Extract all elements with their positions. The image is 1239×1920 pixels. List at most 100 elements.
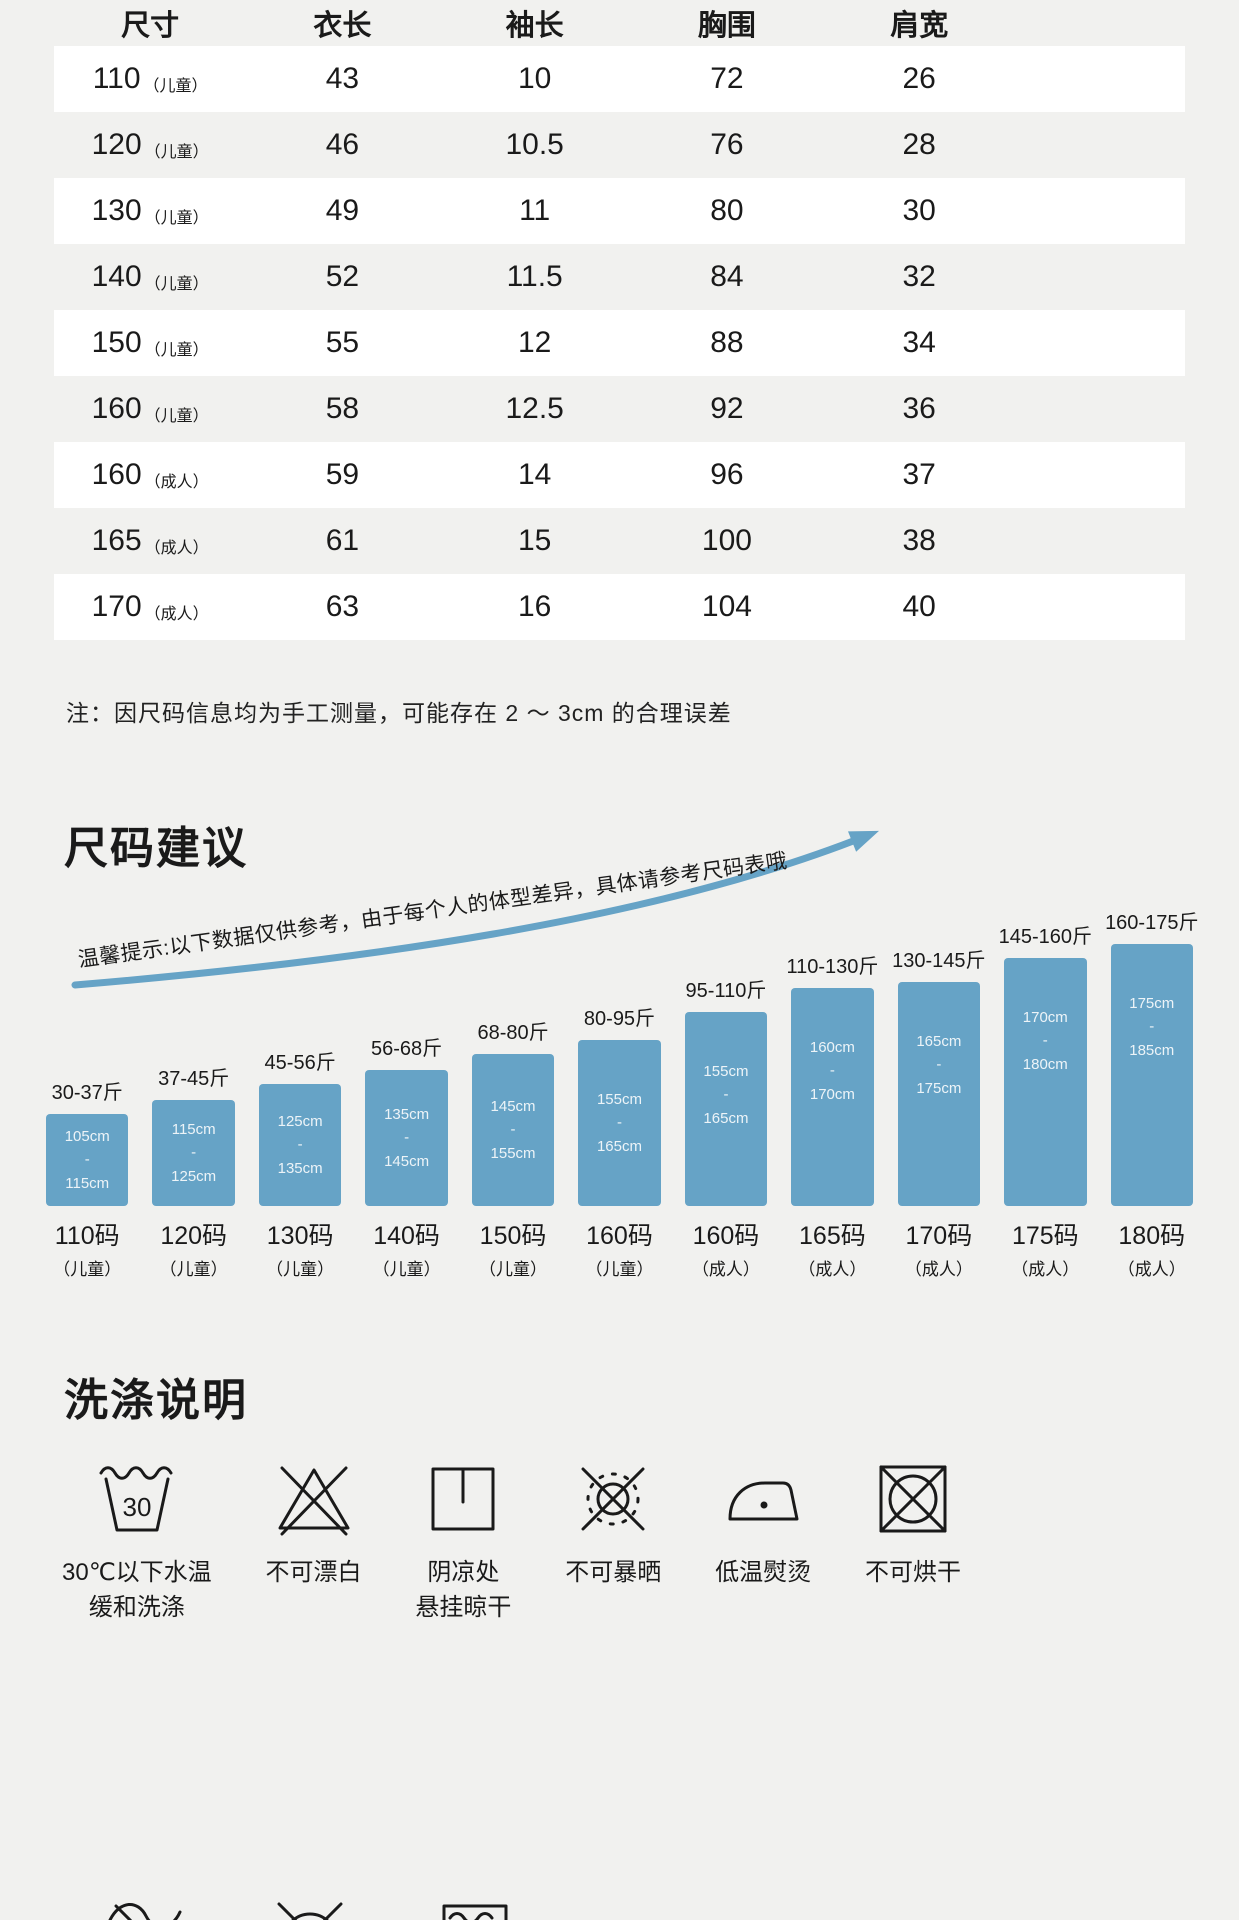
size-value: 160 bbox=[91, 392, 142, 425]
cell-value: 38 bbox=[902, 524, 936, 557]
bar-range-top: 155cm bbox=[596, 1091, 642, 1109]
bar-range-top: 155cm bbox=[703, 1063, 749, 1080]
bar-column: 145-160斤 170cm - 180cm bbox=[999, 920, 1092, 1206]
cell-value: 61 bbox=[325, 524, 360, 557]
size-group: （成人） bbox=[144, 473, 209, 491]
bar: 160cm - 170cm bbox=[791, 988, 874, 1206]
washing-item-no-sun: 不可暴晒 bbox=[565, 1456, 661, 1591]
cell-value: 26 bbox=[902, 62, 936, 95]
cell-value: 14 bbox=[517, 458, 552, 491]
size-cell: 130 （儿童） bbox=[54, 194, 246, 228]
bar-column: 160-175斤 175cm - 185cm bbox=[1105, 906, 1198, 1206]
bar-size-label: 160码 bbox=[586, 1222, 653, 1250]
cell-value: 49 bbox=[325, 194, 360, 227]
bar-weight-label: 95-110斤 bbox=[685, 980, 767, 1002]
shade-hang-dry-icon bbox=[431, 1467, 495, 1531]
size-table-body: 110 （儿童） 43 10 72 26 120 （儿童） 46 10.5 76… bbox=[54, 46, 1185, 640]
cell-value: 34 bbox=[902, 326, 936, 359]
bar-column: 110-130斤 160cm - 170cm bbox=[786, 950, 878, 1206]
size-cell: 170 （成人） bbox=[54, 590, 246, 624]
bar-range-top: 115cm bbox=[171, 1121, 216, 1139]
washing-item-wash30: 30 30℃以下水温 缓和洗涤 bbox=[62, 1456, 212, 1626]
cell-value: 10 bbox=[517, 62, 552, 95]
size-group: （儿童） bbox=[144, 209, 209, 227]
bar-size-group: （儿童） bbox=[479, 1260, 548, 1279]
size-advice-section: 尺码建议 温馨提示:以下数据仅供参考，由于每个人的体型差异，具体请参考尺码表哦 … bbox=[0, 812, 1239, 1280]
bar-weight-label: 30-37斤 bbox=[51, 1082, 123, 1104]
cell-value: 16 bbox=[517, 590, 552, 623]
bar-size-group: （儿童） bbox=[266, 1260, 335, 1279]
cell-value: 37 bbox=[902, 458, 936, 491]
bar-column: 80-95斤 155cm - 165cm bbox=[578, 1002, 661, 1206]
bar-size-label: 180码 bbox=[1118, 1222, 1186, 1250]
bar: 155cm - 165cm bbox=[578, 1040, 661, 1206]
bar-size-label: 130码 bbox=[266, 1222, 334, 1250]
bar-size-group: （儿童） bbox=[53, 1260, 122, 1279]
table-row: 110 （儿童） 43 10 72 26 bbox=[54, 46, 1185, 112]
table-row: 130 （儿童） 49 11 80 30 bbox=[54, 178, 1185, 244]
bar-column: 95-110斤 155cm - 165cm bbox=[684, 974, 768, 1206]
cell-value: 52 bbox=[325, 260, 360, 293]
bar-label: 130码 （儿童） bbox=[259, 1216, 341, 1280]
bar-weight-label: 80-95斤 bbox=[583, 1008, 656, 1030]
size-cell: 150 （儿童） bbox=[54, 326, 246, 360]
size-value: 140 bbox=[91, 260, 142, 293]
cell-value: 63 bbox=[325, 590, 360, 623]
bar: 125cm - 135cm bbox=[258, 1084, 342, 1206]
bar-column: 68-80斤 145cm - 155cm bbox=[471, 1016, 555, 1206]
col-header-length: 衣长 bbox=[313, 10, 372, 42]
bar-column: 56-68斤 135cm - 145cm bbox=[365, 1032, 448, 1206]
bar-size-label: 150码 bbox=[479, 1222, 547, 1250]
bar-size-group: （儿童） bbox=[585, 1260, 654, 1279]
bar-range-bottom: 135cm bbox=[277, 1159, 323, 1177]
cell-value: 58 bbox=[325, 392, 360, 425]
bar-range-bottom: 145cm bbox=[384, 1152, 430, 1170]
cell-value: 10.5 bbox=[505, 128, 564, 161]
bar-size-label: 140码 bbox=[373, 1222, 440, 1250]
cell-value: 80 bbox=[710, 194, 744, 227]
cell-value: 72 bbox=[710, 62, 744, 95]
bar-size-group: （成人） bbox=[1011, 1260, 1080, 1279]
bar-weight-label: 37-45斤 bbox=[158, 1068, 230, 1090]
bar-range-separator: - bbox=[297, 1136, 303, 1154]
size-value: 150 bbox=[91, 326, 142, 359]
cell-value: 12.5 bbox=[505, 392, 564, 425]
bar-size-group: （成人） bbox=[904, 1260, 973, 1279]
bar: 115cm - 125cm bbox=[152, 1100, 235, 1206]
bar-size-group: （儿童） bbox=[159, 1260, 228, 1279]
col-header-size: 尺寸 bbox=[121, 10, 180, 42]
no-wring-icon bbox=[108, 1903, 182, 1920]
cell-value: 46 bbox=[325, 128, 360, 161]
bar-label: 120码 （儿童） bbox=[152, 1216, 234, 1280]
bar-range-top: 160cm bbox=[809, 1039, 855, 1056]
bar-label: 170码 （成人） bbox=[898, 1216, 980, 1280]
col-header-shoulder: 肩宽 bbox=[890, 10, 949, 42]
washing-icons-row-2 bbox=[102, 1892, 518, 1920]
no-sun-exposure-icon bbox=[581, 1467, 645, 1531]
bar-range-separator: - bbox=[829, 1062, 835, 1080]
size-group: （成人） bbox=[144, 605, 209, 623]
bar-range-bottom: 180cm bbox=[1022, 1055, 1068, 1073]
bar: 175cm - 185cm bbox=[1110, 944, 1193, 1206]
bar: 170cm - 180cm bbox=[1004, 958, 1087, 1206]
cell-value: 104 bbox=[701, 590, 752, 623]
bar-size-label: 165码 bbox=[799, 1222, 866, 1250]
size-cell: 140 （儿童） bbox=[54, 260, 246, 294]
washing-item-label: 不可漂白 bbox=[265, 1559, 362, 1586]
bar-column: 130-145斤 165cm - 175cm bbox=[892, 944, 986, 1206]
cell-value: 36 bbox=[902, 392, 936, 425]
cell-value: 28 bbox=[902, 128, 936, 161]
size-cell: 120 （儿童） bbox=[54, 128, 246, 162]
bar-range-separator: - bbox=[936, 1056, 942, 1074]
bar-weight-label: 110-130斤 bbox=[786, 956, 879, 978]
bar-column: 45-56斤 125cm - 135cm bbox=[258, 1046, 342, 1206]
table-row: 120 （儿童） 46 10.5 76 28 bbox=[54, 112, 1185, 178]
bar-range-separator: - bbox=[723, 1086, 729, 1104]
bar-weight-label: 68-80斤 bbox=[477, 1022, 549, 1044]
bar-size-label: 160码 bbox=[692, 1222, 760, 1250]
bar: 105cm - 115cm bbox=[46, 1114, 129, 1206]
bar-range-separator: - bbox=[84, 1151, 90, 1169]
bar-range-separator: - bbox=[404, 1129, 410, 1147]
size-value: 110 bbox=[92, 62, 141, 95]
care-square-icon bbox=[442, 1904, 508, 1920]
